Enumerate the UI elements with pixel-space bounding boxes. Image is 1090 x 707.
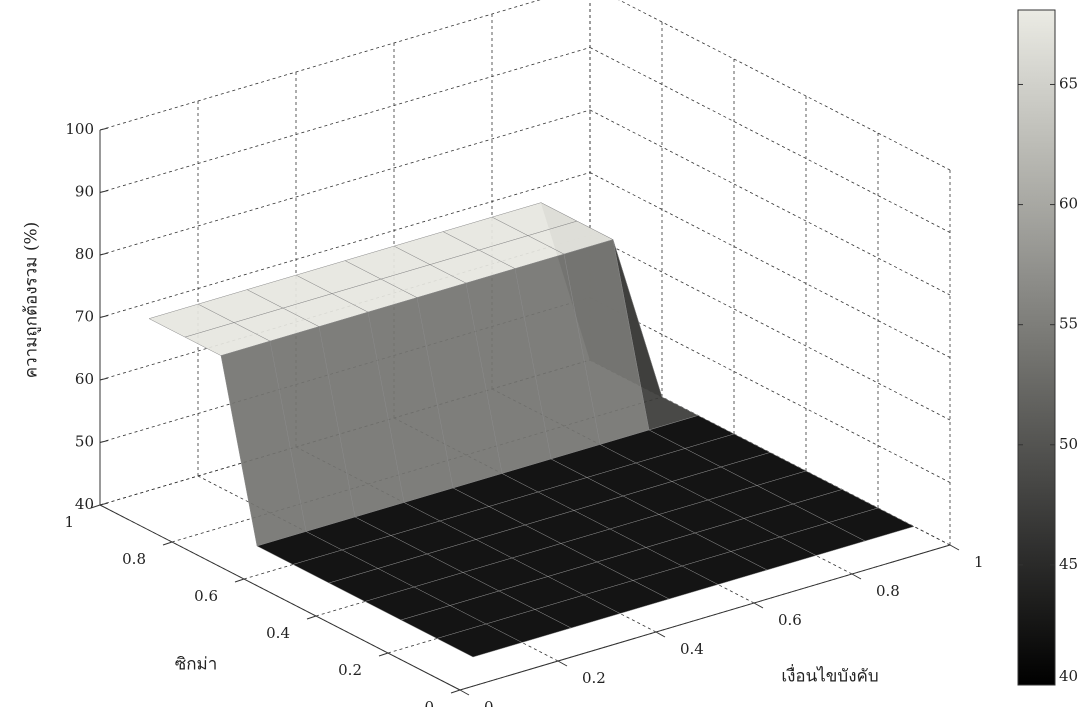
x-axis-label: เงื่อนไขบังคับ <box>781 664 878 687</box>
tick <box>753 602 764 609</box>
tick <box>851 573 862 580</box>
grid-line <box>589 47 951 233</box>
tick <box>234 578 245 583</box>
colorbar-tick-label: 50 <box>1059 435 1078 453</box>
y-axis-label: ซิกม่า <box>175 655 218 675</box>
x-tick-label: 1 <box>974 553 984 571</box>
z-axis-label: ความถูกต้องรวม (%) <box>22 222 42 379</box>
tick <box>99 252 109 256</box>
tick <box>949 544 960 551</box>
tick <box>378 652 389 657</box>
y-tick-label: 0.2 <box>338 661 362 679</box>
y-tick-label: 0.4 <box>266 624 290 642</box>
grid-line <box>589 297 951 483</box>
tick <box>90 504 101 509</box>
grid-line <box>99 234 591 381</box>
tick <box>99 315 109 318</box>
z-tick-label: 70 <box>75 308 94 326</box>
grid-line <box>618 0 951 171</box>
grid-line <box>589 234 951 421</box>
tick <box>655 631 666 638</box>
tick <box>557 660 568 667</box>
z-tick-label: 80 <box>75 245 94 263</box>
labels: 40 50 60 70 80 90 100 0 0.2 0.4 0.6 0.8 1 0 0.2 0.4 0.6 0… <box>64 120 983 707</box>
tick <box>99 127 109 131</box>
grid-line <box>589 109 951 296</box>
grid-line <box>589 172 951 358</box>
x-tick-label: 0 <box>484 698 494 707</box>
grid-line <box>99 109 591 256</box>
x-tick-label: 0.2 <box>582 669 606 687</box>
y-tick-label: 0.6 <box>194 587 218 605</box>
y-axis <box>99 504 461 691</box>
colorbar <box>1017 9 1056 686</box>
colorbar-tick-label: 55 <box>1059 315 1078 333</box>
tick <box>450 689 461 694</box>
surface <box>148 202 915 658</box>
colorbar-tick-label: 60 <box>1059 195 1078 213</box>
y-tick-label: 0.8 <box>122 550 146 568</box>
x-tick-label: 0.8 <box>876 582 900 600</box>
x-axis <box>459 544 951 691</box>
tick <box>459 689 470 696</box>
grid-line <box>99 172 591 318</box>
z-tick-label: 90 <box>75 183 94 201</box>
grid-line <box>99 47 591 193</box>
z-tick-label: 60 <box>75 370 94 388</box>
z-tick-label: 50 <box>75 433 94 451</box>
colorbar-tick-label: 40 <box>1059 667 1078 685</box>
tick <box>306 615 317 620</box>
tick <box>99 502 109 506</box>
x-tick-label: 0.6 <box>778 611 802 629</box>
tick <box>99 190 109 193</box>
x-tick-label: 0.4 <box>680 640 704 658</box>
tick <box>99 440 109 443</box>
y-tick-label: 1 <box>64 513 74 531</box>
grid-line <box>99 0 541 131</box>
colorbar-tick-label: 45 <box>1059 555 1078 573</box>
grid-line <box>99 359 591 506</box>
tick <box>162 541 173 546</box>
colorbar-tick-label: 65 <box>1059 74 1078 92</box>
grid-line <box>99 297 591 443</box>
y-tick-label: 0 <box>424 698 434 707</box>
tick <box>99 377 109 381</box>
z-tick-label: 100 <box>65 120 94 138</box>
surface-patch <box>436 623 523 658</box>
z-tick-label: 40 <box>75 495 94 513</box>
